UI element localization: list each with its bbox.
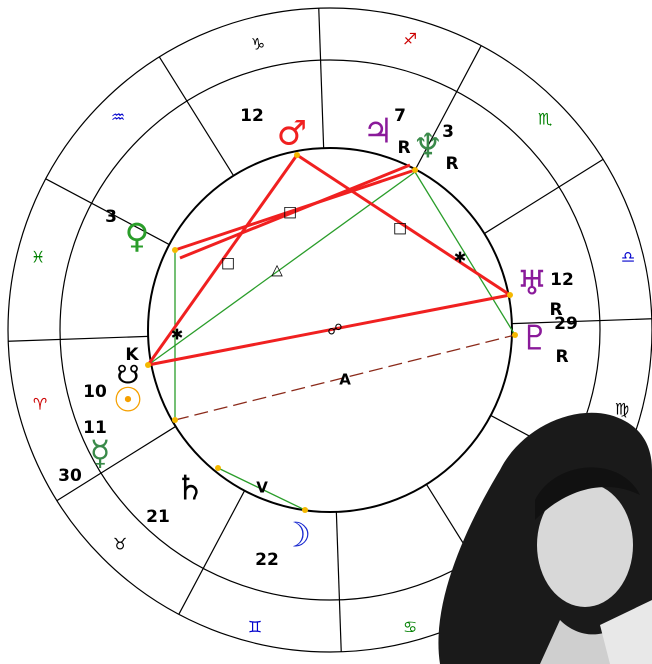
planet-degree: 3 xyxy=(105,207,117,227)
aspect: A xyxy=(339,371,351,389)
house-cusp xyxy=(8,336,148,341)
aspect: ✱ xyxy=(454,249,467,267)
planet-degree: 29 xyxy=(554,314,578,334)
house-cusp xyxy=(179,491,245,615)
retrograde: R xyxy=(397,138,410,158)
sign: ♈ xyxy=(33,395,47,414)
sign: ♉ xyxy=(113,535,127,554)
planet-glyph: ♇ xyxy=(520,319,550,359)
planet-glyph: ♀ xyxy=(125,217,150,257)
sign: ♓ xyxy=(31,248,45,267)
aspect-glyphs: □ □ □ △ ✱ ✱ ☍ A V xyxy=(171,203,467,497)
sign: ♑ xyxy=(251,35,265,54)
planet-glyph: ☿ xyxy=(90,434,111,474)
aspect: □ xyxy=(393,219,407,237)
aspect: V xyxy=(256,479,268,497)
aspect: □ xyxy=(221,254,235,272)
retrograde: R xyxy=(445,154,458,174)
house-cusp xyxy=(319,8,324,148)
planet-degree: 12 xyxy=(240,106,264,126)
house-cusp xyxy=(484,159,603,233)
sign: ♒ xyxy=(111,108,125,127)
planet-glyph: ♂ xyxy=(277,114,307,154)
aspect: ☍ xyxy=(327,321,342,339)
sign: ♋ xyxy=(403,618,417,637)
sign: ♍ xyxy=(615,400,629,419)
planet-degree: 12 xyxy=(550,270,574,290)
house-cusp xyxy=(57,426,176,500)
planet-degree: 3 xyxy=(442,122,454,142)
planet-glyph: ♆ xyxy=(413,127,443,167)
planet-glyph: ♃ xyxy=(363,112,393,152)
portrait-photo xyxy=(438,413,652,664)
house-cusp xyxy=(159,57,233,176)
planet-degree: 21 xyxy=(146,507,170,527)
planet-degree: 22 xyxy=(255,550,279,570)
planet-glyph: ☽ xyxy=(281,516,311,556)
retrograde: R xyxy=(555,347,568,367)
planet-degree: 11 xyxy=(83,418,107,438)
node-glyph: ☋ xyxy=(116,361,139,391)
aspect: ✱ xyxy=(171,326,184,344)
node-degree: 30 xyxy=(58,466,82,486)
sign: ♐ xyxy=(403,30,417,49)
astro-chart: ♑ ♐ ♏ ♎ ♍ ♋ ♊ ♉ ♈ ♓ ♒ □ □ □ △ xyxy=(0,0,652,664)
sign: ♏ xyxy=(538,110,552,129)
sign: ♎ xyxy=(621,248,635,267)
planet-degree: 7 xyxy=(394,106,406,126)
planet-glyph: ♅ xyxy=(517,264,547,304)
planet-glyph: ♄ xyxy=(175,469,205,509)
aspect: □ xyxy=(283,203,297,221)
aspect: △ xyxy=(271,261,283,279)
planet-degree: 10 xyxy=(83,382,107,402)
house-cusp xyxy=(336,512,341,652)
sign: ♊ xyxy=(248,618,262,637)
